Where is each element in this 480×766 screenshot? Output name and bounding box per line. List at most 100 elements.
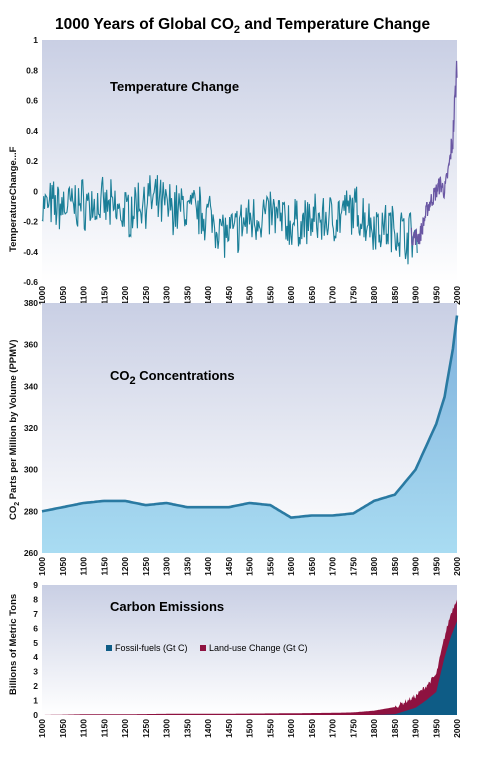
x-tick-label: 1000 xyxy=(37,557,47,576)
x-tick-label: 1200 xyxy=(120,557,130,576)
y-tick-label: 1 xyxy=(33,35,38,45)
x-tick-label: 1700 xyxy=(328,719,338,738)
y-tick-label: 380 xyxy=(24,298,38,308)
co2-panel-title: CO2 Concentrations xyxy=(110,368,235,387)
chart-title: 1000 Years of Global CO2 and Temperature… xyxy=(55,16,430,36)
x-tick-label: 1300 xyxy=(162,719,172,738)
y-tick-label: 1 xyxy=(33,696,38,706)
x-tick-label: 1050 xyxy=(58,286,68,305)
y-tick-label: 8 xyxy=(33,594,38,604)
emissions-panel-title: Carbon Emissions xyxy=(110,599,224,614)
x-tick-label: 1300 xyxy=(162,286,172,305)
x-tick-label: 1000 xyxy=(37,286,47,305)
temperature-panel: Temperature Change TemperatureChange...F… xyxy=(8,35,462,305)
y-tick-label: 7 xyxy=(33,609,38,619)
y-tick-label: -0.2 xyxy=(23,217,38,227)
y-tick-label: 6 xyxy=(33,623,38,633)
x-tick-label: 1450 xyxy=(224,719,234,738)
x-tick-label: 1850 xyxy=(390,557,400,576)
y-tick-label: 9 xyxy=(33,580,38,590)
x-tick-label: 1150 xyxy=(99,286,109,305)
x-tick-label: 1100 xyxy=(79,557,89,576)
temperature-panel-title: Temperature Change xyxy=(110,79,239,94)
emissions-y-axis-label: Billions of Metric Tons xyxy=(8,594,19,695)
landuse-area xyxy=(42,599,457,715)
temperature-series-early xyxy=(41,175,418,265)
x-tick-label: 1700 xyxy=(328,286,338,305)
temperature-plot-area xyxy=(42,40,457,282)
x-tick-label: 1100 xyxy=(79,286,89,305)
emissions-legend: Fossil-fuels (Gt C) Land-use Change (Gt … xyxy=(106,643,308,653)
x-tick-label: 1650 xyxy=(307,557,317,576)
x-tick-label: 1950 xyxy=(431,557,441,576)
y-tick-label: -0.6 xyxy=(23,277,38,287)
legend-label-fossil: Fossil-fuels (Gt C) xyxy=(115,643,188,653)
y-tick-label: 0.8 xyxy=(26,65,38,75)
legend-swatch-fossil xyxy=(106,645,112,651)
y-tick-label: 0.4 xyxy=(26,126,38,136)
x-tick-label: 1250 xyxy=(141,719,151,738)
x-tick-label: 2000 xyxy=(452,557,462,576)
x-tick-label: 1600 xyxy=(286,286,296,305)
x-tick-label: 1450 xyxy=(224,557,234,576)
x-tick-label: 1650 xyxy=(307,286,317,305)
x-tick-label: 1250 xyxy=(141,557,151,576)
y-tick-label: 260 xyxy=(24,548,38,558)
x-tick-label: 1900 xyxy=(411,557,421,576)
x-tick-label: 1550 xyxy=(265,719,275,738)
x-tick-label: 1750 xyxy=(348,557,358,576)
x-tick-label: 1400 xyxy=(203,719,213,738)
x-tick-label: 1800 xyxy=(369,557,379,576)
co2-area xyxy=(42,315,457,553)
x-tick-label: 1500 xyxy=(245,719,255,738)
y-tick-label: 360 xyxy=(24,340,38,350)
x-tick-label: 1600 xyxy=(286,557,296,576)
y-tick-label: 320 xyxy=(24,423,38,433)
x-tick-label: 1600 xyxy=(286,719,296,738)
x-tick-label: 1900 xyxy=(411,719,421,738)
x-tick-label: 1150 xyxy=(99,557,109,576)
y-tick-label: 280 xyxy=(24,506,38,516)
x-tick-label: 1750 xyxy=(348,286,358,305)
x-tick-label: 1050 xyxy=(58,557,68,576)
x-tick-label: 1850 xyxy=(390,286,400,305)
x-tick-label: 1650 xyxy=(307,719,317,738)
legend-swatch-landuse xyxy=(200,645,206,651)
x-tick-label: 1350 xyxy=(182,286,192,305)
x-tick-label: 1400 xyxy=(203,286,213,305)
temperature-y-axis-label: TemperatureChange...F xyxy=(8,146,19,252)
x-tick-label: 1900 xyxy=(411,286,421,305)
x-tick-label: 1550 xyxy=(265,286,275,305)
x-tick-label: 1100 xyxy=(79,719,89,738)
x-tick-label: 2000 xyxy=(452,286,462,305)
y-tick-label: 0.6 xyxy=(26,96,38,106)
x-tick-label: 1950 xyxy=(431,286,441,305)
y-tick-label: 340 xyxy=(24,381,38,391)
y-tick-label: 300 xyxy=(24,465,38,475)
x-tick-label: 1800 xyxy=(369,286,379,305)
x-tick-label: 2000 xyxy=(452,719,462,738)
co2-panel: CO2 Concentrations CO2 Parts per Million… xyxy=(8,298,462,576)
x-tick-label: 1450 xyxy=(224,286,234,305)
emissions-panel: Carbon Emissions Billions of Metric Tons… xyxy=(8,580,462,738)
x-tick-label: 1550 xyxy=(265,557,275,576)
x-tick-label: 1500 xyxy=(245,557,255,576)
y-tick-label: 0 xyxy=(33,186,38,196)
y-tick-label: 4 xyxy=(33,652,38,662)
temperature-series-recent xyxy=(410,60,458,246)
legend-label-landuse: Land-use Change (Gt C) xyxy=(209,643,308,653)
x-tick-label: 1350 xyxy=(182,557,192,576)
y-tick-label: 2 xyxy=(33,681,38,691)
x-tick-label: 1700 xyxy=(328,557,338,576)
y-tick-label: 0.2 xyxy=(26,156,38,166)
x-tick-label: 1200 xyxy=(120,719,130,738)
x-tick-label: 1800 xyxy=(369,719,379,738)
x-tick-label: 1500 xyxy=(245,286,255,305)
y-tick-label: -0.4 xyxy=(23,247,38,257)
x-tick-label: 1150 xyxy=(99,719,109,738)
y-tick-label: 5 xyxy=(33,638,38,648)
x-tick-label: 1000 xyxy=(37,719,47,738)
x-tick-label: 1350 xyxy=(182,719,192,738)
x-tick-label: 1850 xyxy=(390,719,400,738)
